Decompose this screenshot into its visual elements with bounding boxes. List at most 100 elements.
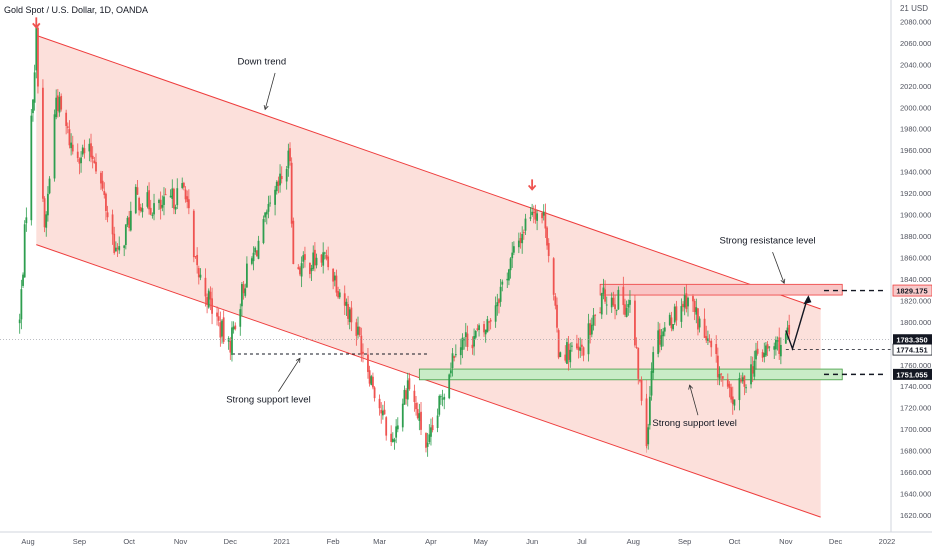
candle-body [304, 254, 306, 260]
candle-body [347, 304, 349, 319]
candle [640, 376, 643, 406]
candle [556, 297, 558, 333]
candle [685, 284, 688, 313]
candle-body [440, 396, 442, 398]
candle [197, 265, 200, 285]
candle [408, 372, 411, 391]
y-tick-label: 1840.000 [900, 275, 931, 284]
candle [720, 373, 723, 382]
candle [385, 416, 388, 441]
candle-body [322, 252, 325, 266]
price-badge[interactable]: 1774.151 [892, 343, 932, 356]
candle-body [279, 173, 281, 186]
candle [255, 250, 258, 257]
candle-body [338, 292, 341, 298]
candle [216, 306, 218, 326]
candle [464, 323, 467, 347]
y-tick-label: 1740.000 [900, 382, 931, 391]
candle [484, 329, 487, 343]
annotation-text: Down trend [238, 56, 287, 67]
price-badge[interactable]: 1829.175 [892, 284, 932, 297]
candle [222, 310, 225, 344]
candle [652, 346, 655, 380]
candle [763, 342, 766, 363]
candle [605, 296, 608, 315]
candle [312, 245, 315, 271]
candle-body [464, 332, 467, 337]
candle-body [350, 307, 353, 323]
candle-body [149, 207, 152, 215]
y-tick-label: 2080.000 [900, 17, 931, 26]
candle-body [241, 284, 243, 307]
candle [675, 300, 678, 326]
channel-upper-line[interactable] [36, 34, 821, 310]
candle [30, 109, 33, 226]
candle-body [289, 148, 291, 162]
candle [512, 241, 515, 256]
candle [309, 262, 311, 279]
downtrend-channel-fill [36, 35, 821, 518]
candle-body [357, 326, 359, 335]
candle [426, 432, 429, 457]
candle-body [511, 252, 514, 259]
candle-body [204, 277, 207, 297]
candle-body [348, 309, 351, 323]
candle [532, 205, 535, 224]
candle [18, 313, 21, 334]
candle-body [590, 324, 593, 335]
annotation-leader [772, 251, 785, 284]
candle [207, 288, 210, 309]
candle-body [58, 97, 61, 113]
candle [751, 356, 754, 383]
candle-body [698, 318, 701, 328]
currency-badge: 21 USD [899, 4, 928, 13]
channel-lower-line[interactable] [36, 244, 821, 518]
candle-body [683, 294, 686, 308]
candle [71, 135, 74, 155]
candle-body [194, 256, 197, 258]
candle [471, 336, 474, 355]
candle [267, 195, 270, 219]
candle-body [522, 232, 525, 234]
candle-body [111, 214, 114, 235]
y-tick-label: 1920.000 [900, 189, 931, 198]
price-badge[interactable]: 1751.055 [893, 368, 932, 380]
candle-body [695, 307, 698, 315]
candle-body [90, 143, 92, 158]
candle [134, 184, 137, 215]
candle-body [32, 99, 34, 114]
candle-body [181, 183, 184, 188]
candle-body [217, 316, 220, 321]
candle [489, 317, 492, 330]
candle-body [726, 379, 729, 387]
candle [138, 196, 141, 216]
candle [625, 300, 628, 318]
resistance-zone[interactable] [599, 283, 843, 296]
candle-body [128, 217, 131, 228]
support-zone[interactable] [418, 368, 843, 381]
candle [126, 215, 129, 228]
candle [381, 404, 384, 420]
candle-body [716, 355, 719, 378]
candle [552, 257, 555, 301]
price-badge[interactable]: 1783.350 [893, 334, 932, 346]
candle-body [391, 438, 394, 443]
candle-body [66, 126, 69, 128]
candle [501, 279, 504, 292]
candle-body [451, 353, 454, 368]
candle [333, 271, 336, 287]
candle [778, 327, 781, 360]
candle-body [380, 409, 383, 414]
candle-body [763, 352, 766, 357]
candle [299, 265, 301, 277]
candle-body [199, 274, 202, 278]
candle [738, 372, 741, 411]
candle-body [65, 112, 68, 126]
candle-body [639, 380, 641, 382]
candle [164, 188, 167, 196]
candle [229, 337, 232, 360]
candle [32, 98, 34, 122]
candle [241, 281, 243, 317]
candle [129, 201, 132, 232]
